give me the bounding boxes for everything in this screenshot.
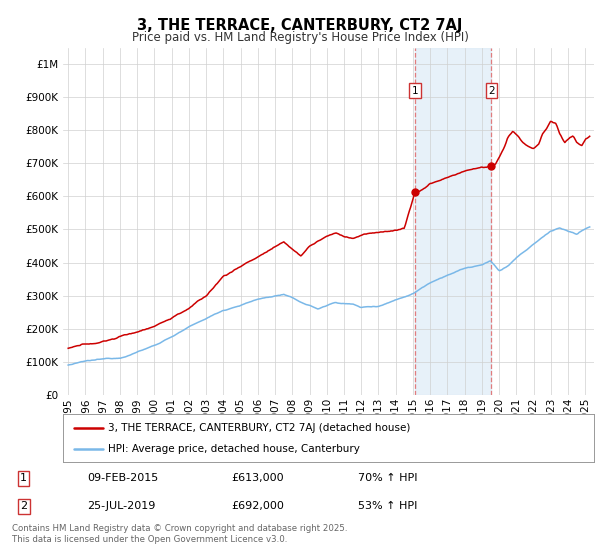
Bar (415, 48, 491, 395)
Text: £613,000: £613,000 (231, 473, 284, 483)
Text: 09-FEB-2015: 09-FEB-2015 (87, 473, 158, 483)
Text: HPI: Average price, detached house, Canterbury: HPI: Average price, detached house, Cant… (108, 444, 360, 454)
Text: Contains HM Land Registry data © Crown copyright and database right 2025.
This d: Contains HM Land Registry data © Crown c… (12, 524, 347, 544)
Text: 70% ↑ HPI: 70% ↑ HPI (358, 473, 417, 483)
Text: 25-JUL-2019: 25-JUL-2019 (87, 501, 155, 511)
Text: 2: 2 (488, 86, 495, 96)
Text: 2: 2 (20, 501, 27, 511)
Text: 3, THE TERRACE, CANTERBURY, CT2 7AJ: 3, THE TERRACE, CANTERBURY, CT2 7AJ (137, 18, 463, 33)
Text: 3, THE TERRACE, CANTERBURY, CT2 7AJ (detached house): 3, THE TERRACE, CANTERBURY, CT2 7AJ (det… (108, 423, 410, 433)
Text: 1: 1 (412, 86, 418, 96)
Text: 53% ↑ HPI: 53% ↑ HPI (358, 501, 417, 511)
Text: £692,000: £692,000 (231, 501, 284, 511)
Text: 1: 1 (20, 473, 27, 483)
Text: Price paid vs. HM Land Registry's House Price Index (HPI): Price paid vs. HM Land Registry's House … (131, 31, 469, 44)
